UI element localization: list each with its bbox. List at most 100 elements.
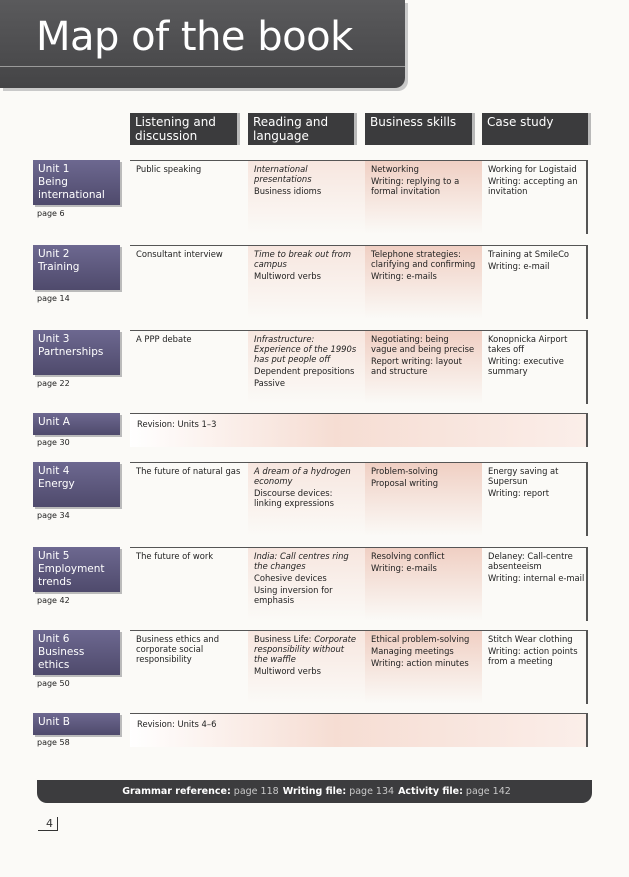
page-ref: page 34	[37, 511, 70, 520]
cell-item: Problem-solving	[371, 466, 476, 476]
revision-text: Revision: Units 1–3	[137, 419, 217, 429]
cell-item: Writing: executive summary	[488, 356, 592, 376]
cell: Telephone strategies: clarifying and con…	[371, 249, 476, 283]
unit-number: Unit 1	[38, 163, 70, 175]
column-header: Business skills	[365, 113, 472, 145]
item-text: Delaney: Call-centre absenteeism	[488, 551, 573, 571]
cell: Infrastructure: Experience of the 1990s …	[254, 334, 358, 390]
cell-item: Consultant interview	[136, 249, 241, 259]
cell: Stitch Wear clothing Writing: action poin…	[488, 634, 592, 668]
item-text: Writing: e-mails	[371, 563, 437, 573]
item-text: Negotiating: being vague and being preci…	[371, 334, 475, 354]
item-text: Infrastructure: Experience of the 1990s …	[254, 334, 357, 364]
column-shade	[365, 548, 482, 621]
cell-item: Writing: report	[488, 488, 592, 498]
cell-item: Dependent prepositions	[254, 366, 358, 376]
cell-item: Writing: e-mails	[371, 563, 476, 573]
item-text: Time to break out from campus	[254, 249, 352, 269]
cell-item: Networking	[371, 164, 476, 174]
item-text: Writing: replying to a formal invitation	[371, 176, 460, 196]
cell: A PPP debate	[136, 334, 241, 346]
page-ref: page 50	[37, 679, 70, 688]
item-text: Proposal writing	[371, 478, 439, 488]
cell-item: The future of natural gas	[136, 466, 241, 476]
item-text: A PPP debate	[136, 334, 192, 344]
item-text: Writing: e-mail	[488, 261, 550, 271]
column-shade	[248, 246, 365, 319]
page-title: Map of the book	[36, 14, 353, 60]
item-text: Konopnicka Airport takes off	[488, 334, 568, 354]
item-text: Multiword verbs	[254, 666, 321, 676]
revision-text: Revision: Units 4–6	[137, 719, 217, 729]
cell: Business Life: Corporate responsibility …	[254, 634, 358, 678]
cell-item: Business ethics and corporate social res…	[136, 634, 241, 664]
cell: Delaney: Call-centre absenteeism Writing:…	[488, 551, 592, 585]
cell-item: Writing: replying to a formal invitation	[371, 176, 476, 196]
cell-item: Writing: accepting an invitation	[488, 176, 592, 196]
cell: Training at SmileCo Writing: e-mail	[488, 249, 592, 273]
cell-item: Multiword verbs	[254, 666, 358, 676]
unit-row	[130, 160, 588, 234]
cell-item: Training at SmileCo	[488, 249, 592, 259]
cell-item: Report writing: layout and structure	[371, 356, 476, 376]
page-ref: page 42	[37, 596, 70, 605]
cell: Business ethics and corporate social res…	[136, 634, 241, 666]
column-shade	[248, 331, 365, 404]
unit-row	[130, 713, 588, 747]
unit-number: Unit B	[38, 716, 70, 728]
item-text: The future of work	[136, 551, 214, 561]
item-text: Corporate responsibility without the waf…	[254, 634, 357, 664]
cell-item: Managing meetings	[371, 646, 476, 656]
column-shade	[248, 631, 365, 704]
page-number: 4	[38, 817, 58, 831]
unit-box: Unit 5 Employment trends	[33, 547, 120, 592]
cell-item: Cohesive devices	[254, 573, 358, 583]
unit-name: Energy	[38, 478, 75, 490]
unit-number: Unit A	[38, 416, 70, 428]
page-ref: page 6	[37, 209, 65, 218]
title-banner	[0, 0, 405, 88]
cell-item: Resolving conflict	[371, 551, 476, 561]
footer-bar: Grammar reference: page 118 Writing file:…	[37, 780, 592, 803]
unit-row	[130, 330, 588, 404]
cell-item: Writing: action points from a meeting	[488, 646, 592, 666]
cell-item: Writing: e-mails	[371, 271, 476, 281]
cell-item: Public speaking	[136, 164, 241, 174]
page-ref: page 30	[37, 438, 70, 447]
item-text: Writing: e-mails	[371, 271, 437, 281]
cell: Working for Logistaid Writing: accepting …	[488, 164, 592, 198]
footer-page: page 142	[465, 786, 511, 797]
item-text: Resolving conflict	[371, 551, 445, 561]
cell: Public speaking	[136, 164, 241, 176]
cell-item: Discourse devices: linking expressions	[254, 488, 358, 508]
item-text: A dream of a hydrogen economy	[254, 466, 351, 486]
unit-name: Business ethics	[38, 646, 85, 671]
unit-box: Unit 1 Being international	[33, 160, 120, 205]
item-text: Passive	[254, 378, 285, 388]
unit-row	[130, 630, 588, 704]
unit-number: Unit 6	[38, 633, 70, 645]
unit-number: Unit 2	[38, 248, 70, 260]
cell: Energy saving at Supersun Writing: report	[488, 466, 592, 500]
cell-item: Infrastructure: Experience of the 1990s …	[254, 334, 358, 364]
item-text: Consultant interview	[136, 249, 223, 259]
cell: Konopnicka Airport takes off Writing: exe…	[488, 334, 592, 378]
column-header: Reading and language	[248, 113, 354, 145]
item-text: Writing: report	[488, 488, 549, 498]
cell-item: Proposal writing	[371, 478, 476, 488]
unit-name: Training	[38, 261, 80, 273]
unit-box: Unit 4 Energy	[33, 462, 120, 507]
cell-item: Multiword verbs	[254, 271, 358, 281]
item-text: The future of natural gas	[136, 466, 241, 476]
column-shade	[248, 161, 365, 234]
cell: Resolving conflict Writing: e-mails	[371, 551, 476, 575]
unit-number: Unit 3	[38, 333, 70, 345]
cell: The future of work	[136, 551, 241, 563]
item-text: Public speaking	[136, 164, 202, 174]
item-text: Writing: executive summary	[488, 356, 564, 376]
unit-box: Unit 6 Business ethics	[33, 630, 120, 675]
unit-number: Unit 5	[38, 550, 70, 562]
item-text: Working for Logistaid	[488, 164, 577, 174]
footer-label: Grammar reference:	[122, 786, 231, 797]
cell-item: Working for Logistaid	[488, 164, 592, 174]
